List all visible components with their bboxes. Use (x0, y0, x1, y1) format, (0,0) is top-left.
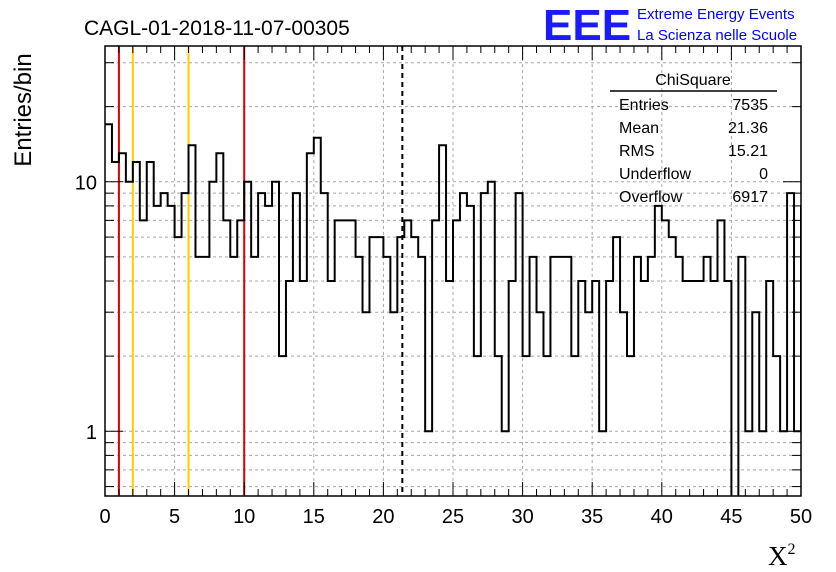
histogram-steps (105, 123, 801, 496)
y-axis-label: Entries/bin (10, 53, 37, 166)
logo-line1: Extreme Energy Events (637, 6, 795, 23)
x-tick-label-4: 20 (372, 506, 394, 528)
stats-value-underflow: 0 (759, 166, 768, 183)
grid (105, 46, 801, 496)
stats-label-underflow: Underflow (619, 166, 691, 183)
logo-line2: La Scienza nelle Scuole (637, 27, 797, 44)
x-tick-label-1: 5 (169, 506, 180, 528)
reference-lines (117, 46, 404, 496)
y-axis-ticks: 1 10 (75, 62, 801, 488)
x-tick-label-6: 30 (511, 506, 533, 528)
stats-label-entries: Entries (619, 97, 669, 114)
x-axis-label: X2 (768, 541, 796, 571)
x-tick-label-8: 40 (651, 506, 673, 528)
stats-value-overflow: 6917 (732, 189, 768, 206)
x-tick-label-5: 25 (442, 506, 464, 528)
x-tick-label-7: 35 (581, 506, 603, 528)
stats-label-rms: RMS (619, 143, 655, 160)
logo-letters: EEE (543, 1, 631, 50)
x-tick-label-10: 50 (790, 506, 812, 528)
chart-title: CAGL-01-2018-11-07-00305 (84, 17, 350, 40)
histogram (105, 123, 801, 496)
x-tick-label-9: 45 (720, 506, 742, 528)
x-tick-label-0: 0 (99, 506, 110, 528)
stats-label-overflow: Overflow (619, 189, 683, 206)
y-tick-label-0: 1 (86, 422, 97, 444)
stats-value-entries: 7535 (732, 97, 768, 114)
stats-box: ChiSquare Entries 7535 Mean 21.36 RMS 15… (610, 72, 777, 206)
stats-label-mean: Mean (619, 120, 659, 137)
y-tick-label-1: 10 (75, 173, 97, 195)
stats-value-mean: 21.36 (728, 120, 768, 137)
stats-value-rms: 15.21 (728, 143, 768, 160)
eee-logo: EEE Extreme Energy Events La Scienza nel… (543, 1, 797, 50)
stats-name: ChiSquare (655, 72, 731, 89)
x-axis-ticks: 0 5 10 15 20 25 30 35 40 45 50 (99, 46, 812, 528)
x-tick-label-3: 15 (303, 506, 325, 528)
x-tick-label-2: 10 (233, 506, 255, 528)
